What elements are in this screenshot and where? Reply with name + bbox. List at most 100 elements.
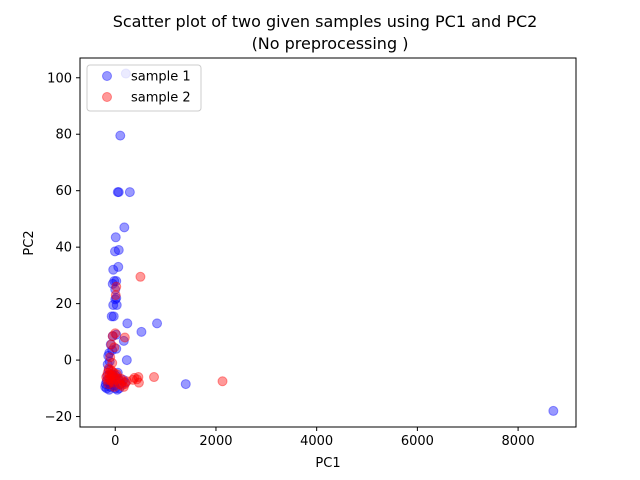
- y-axis-label: PC2: [22, 230, 37, 255]
- data-point-sample-1: [118, 335, 129, 346]
- plot-frame: [79, 57, 577, 428]
- data-point-sample-2: [127, 374, 138, 385]
- data-point-sample-2: [102, 374, 113, 385]
- chart-title-line-2: (No preprocessing ): [252, 34, 409, 53]
- data-point-sample-2: [118, 381, 129, 392]
- data-point-sample-1: [108, 311, 119, 322]
- data-point-sample-1: [108, 300, 119, 311]
- data-point-sample-2: [103, 379, 114, 390]
- y-tick-label: 80: [55, 128, 72, 143]
- data-point-sample-1: [121, 355, 132, 366]
- data-point-sample-2: [106, 339, 117, 350]
- x-tick-label: 4000: [300, 434, 333, 449]
- data-point-sample-1: [113, 374, 124, 385]
- data-point-sample-1: [108, 372, 119, 383]
- data-point-sample-1: [106, 311, 117, 322]
- data-point-sample-1: [119, 222, 130, 233]
- data-point-sample-1: [124, 187, 135, 198]
- data-point-sample-1: [111, 300, 122, 311]
- data-point-sample-1: [110, 284, 121, 295]
- legend-label-sample-2: sample 2: [131, 91, 191, 106]
- data-point-sample-1: [112, 367, 123, 378]
- y-tick-label: 0: [64, 354, 72, 369]
- data-point-sample-1: [107, 369, 118, 380]
- data-point-sample-2: [107, 366, 118, 377]
- data-point-sample-1: [104, 384, 115, 395]
- y-axis-ticks: −20 0 20 40 60 80 100: [45, 71, 80, 425]
- data-point-sample-2: [105, 374, 116, 385]
- data-point-sample-2: [114, 379, 125, 390]
- data-point-sample-1: [105, 339, 116, 350]
- data-point-sample-1: [107, 331, 118, 342]
- data-point-sample-1: [180, 379, 191, 390]
- data-point-sample-1: [113, 187, 124, 198]
- chart-title-line-1: Scatter plot of two given samples using …: [113, 12, 538, 31]
- data-point-sample-2: [109, 381, 120, 392]
- data-point-sample-1: [100, 381, 111, 392]
- data-point-sample-2: [103, 363, 114, 374]
- x-axis-label: PC1: [315, 456, 340, 471]
- data-point-sample-2: [129, 372, 140, 383]
- data-point-sample-2: [105, 364, 116, 375]
- data-point-sample-1: [116, 379, 127, 390]
- data-point-sample-2: [105, 352, 116, 363]
- data-point-sample-1: [111, 276, 122, 287]
- data-point-sample-2: [135, 271, 146, 282]
- data-point-sample-2: [108, 377, 119, 388]
- legend-box: [86, 64, 202, 112]
- legend-label-sample-1: sample 1: [131, 70, 191, 85]
- data-point-sample-2: [106, 370, 117, 381]
- data-point-sample-2: [107, 357, 118, 368]
- data-point-sample-2: [121, 376, 132, 387]
- data-point-sample-1: [152, 318, 163, 329]
- y-tick-label: 100: [47, 71, 72, 86]
- data-point-sample-2: [101, 372, 112, 383]
- data-point-sample-2: [119, 379, 130, 390]
- data-point-sample-2: [111, 369, 122, 380]
- x-axis-ticks: 0 2000 4000 6000 8000: [111, 427, 535, 449]
- data-point-sample-1: [107, 345, 118, 356]
- y-tick-label: 60: [55, 184, 72, 199]
- data-point-sample-1: [109, 380, 120, 391]
- data-point-sample-1: [115, 130, 126, 141]
- data-point-sample-1: [102, 359, 113, 370]
- data-point-sample-1: [111, 292, 122, 303]
- data-point-sample-1: [104, 348, 115, 359]
- data-point-sample-1: [102, 370, 113, 381]
- data-point-sample-1: [113, 261, 124, 272]
- data-point-sample-2: [117, 376, 128, 387]
- data-point-sample-1: [107, 377, 118, 388]
- data-point-sample-1: [113, 244, 124, 255]
- x-tick-label: 8000: [502, 434, 535, 449]
- data-point-sample-2: [102, 367, 113, 378]
- data-point-sample-2: [110, 290, 121, 301]
- data-point-sample-2: [149, 372, 160, 383]
- y-tick-label: 20: [55, 297, 72, 312]
- data-point-sample-2: [110, 328, 121, 339]
- data-point-sample-1: [120, 377, 131, 388]
- data-point-sample-2: [109, 342, 120, 353]
- data-point-sample-2: [107, 331, 118, 342]
- data-point-sample-2: [111, 281, 122, 292]
- points-layer: [100, 68, 559, 416]
- data-point-sample-1: [107, 278, 118, 289]
- data-point-sample-2: [108, 367, 119, 378]
- legend-marker-sample-1: [102, 71, 112, 81]
- data-point-sample-2: [111, 374, 122, 385]
- data-point-sample-2: [119, 332, 130, 343]
- data-point-sample-1: [111, 329, 122, 340]
- x-tick-label: 6000: [401, 434, 434, 449]
- data-point-sample-1: [110, 294, 121, 305]
- data-point-sample-1: [101, 383, 112, 394]
- y-tick-label: 40: [55, 241, 72, 256]
- data-point-sample-1: [112, 187, 123, 198]
- data-point-sample-1: [109, 276, 120, 287]
- data-point-sample-1: [100, 379, 111, 390]
- data-point-sample-2: [133, 372, 144, 383]
- data-point-sample-1: [110, 383, 121, 394]
- data-point-sample-2: [106, 376, 117, 387]
- data-point-sample-1: [105, 381, 116, 392]
- data-point-sample-2: [115, 373, 126, 384]
- data-point-sample-2: [133, 377, 144, 388]
